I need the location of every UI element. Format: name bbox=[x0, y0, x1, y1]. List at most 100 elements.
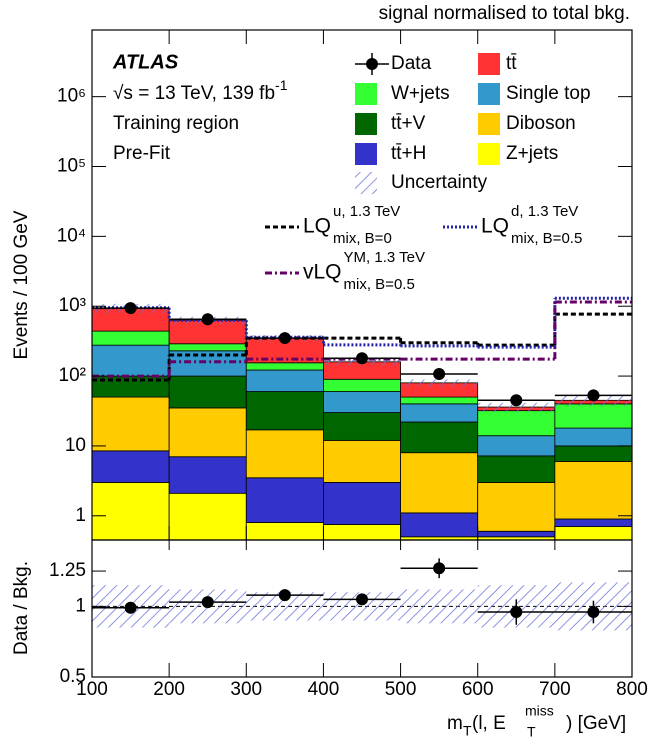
ratio-point bbox=[510, 606, 523, 619]
stack-bar bbox=[92, 396, 170, 452]
stack-bar bbox=[477, 410, 556, 437]
stack-bar bbox=[92, 330, 170, 346]
x-tick-label: 300 bbox=[230, 679, 262, 700]
stack-bar bbox=[400, 396, 479, 405]
uncertainty-band bbox=[477, 402, 555, 412]
stack-bar bbox=[245, 522, 324, 540]
stack-bar bbox=[554, 518, 632, 527]
ratio-y-label: Data / Bkg. bbox=[11, 561, 32, 655]
stack-bar bbox=[477, 482, 556, 532]
stack-bar bbox=[554, 526, 632, 540]
x-tick-label: 100 bbox=[76, 679, 108, 700]
legend-label: LQ bbox=[303, 215, 331, 238]
ratio-y-tick-label: 1 bbox=[75, 595, 86, 616]
y-tick-label: 10⁵ bbox=[57, 156, 86, 177]
stack-bar bbox=[323, 391, 401, 413]
x-tick-label: 400 bbox=[308, 679, 340, 700]
legend-label: tt̄+V bbox=[391, 113, 426, 134]
overlay: 1 10 10² 10³ 10⁴ 10⁵ 10⁶ 0.5 1 1.25 100 200 300 400 50… bbox=[49, 29, 648, 700]
stack-bar bbox=[554, 427, 632, 447]
x-label: T bbox=[527, 724, 536, 740]
stack-bar bbox=[554, 461, 632, 520]
x-tick-label: 600 bbox=[462, 679, 494, 700]
stack-bar bbox=[168, 407, 247, 458]
data-point bbox=[356, 352, 368, 365]
stack-bar bbox=[323, 412, 401, 441]
legend-label: Diboson bbox=[506, 113, 576, 134]
stack-bar bbox=[477, 435, 556, 457]
legend-label-sup: YM, 1.3 TeV bbox=[344, 249, 425, 266]
ratio-uncertainty bbox=[400, 589, 478, 624]
stack-bar bbox=[245, 369, 324, 392]
stack-bar bbox=[400, 512, 479, 538]
x-label: (l, E bbox=[472, 713, 506, 734]
legend-label: Uncertainty bbox=[391, 172, 488, 193]
energy: √s = 13 TeV, 139 fb-1 bbox=[113, 77, 288, 104]
legend-label-sub: mix, B=0.5 bbox=[344, 276, 415, 293]
legend-label: Z+jets bbox=[506, 143, 558, 164]
stack-bar bbox=[477, 455, 556, 483]
legend-data-marker bbox=[366, 58, 378, 70]
stack-bar bbox=[92, 344, 170, 377]
legend-label-sup: u, 1.3 TeV bbox=[333, 203, 400, 220]
stack-bar bbox=[554, 445, 632, 462]
note: signal normalised to total bkg. bbox=[379, 3, 630, 24]
x-tick-label: 700 bbox=[539, 679, 571, 700]
legend-label: vLQ bbox=[303, 261, 342, 284]
energy-sup: -1 bbox=[275, 77, 288, 93]
legend-swatch bbox=[355, 113, 377, 135]
legend-label: Single top bbox=[506, 83, 591, 104]
ratio-plot bbox=[92, 558, 632, 631]
legend-label: tt̄+H bbox=[391, 143, 426, 164]
legend-swatch bbox=[478, 113, 500, 135]
stack-bar bbox=[245, 362, 324, 371]
experiment: ATLAS bbox=[112, 51, 179, 73]
x-label: miss bbox=[525, 703, 554, 719]
x-tick-label: 200 bbox=[153, 679, 185, 700]
data-point bbox=[510, 394, 523, 407]
stack-bar bbox=[168, 492, 247, 540]
stack-bar bbox=[168, 375, 247, 409]
legend-label: tt̄ bbox=[506, 53, 517, 74]
stack-bar bbox=[323, 482, 401, 525]
stack-bar bbox=[245, 477, 324, 523]
ratio-point bbox=[124, 601, 137, 614]
x-tick-label: 800 bbox=[616, 679, 648, 700]
y-tick-label: 10³ bbox=[59, 295, 86, 316]
stack-bar bbox=[400, 403, 479, 423]
y-tick-label: 1 bbox=[75, 505, 86, 526]
stack-bar bbox=[245, 429, 324, 479]
y-tick-label: 10² bbox=[59, 365, 86, 386]
x-label: m bbox=[447, 713, 463, 734]
stack-bar bbox=[92, 450, 170, 483]
x-tick-label: 500 bbox=[385, 679, 417, 700]
y-label: Events / 100 GeV bbox=[11, 210, 32, 359]
legend-label-sub: mix, B=0 bbox=[333, 230, 392, 247]
data-point bbox=[433, 368, 446, 381]
stack-bar bbox=[323, 439, 401, 483]
legend-label: LQ bbox=[481, 215, 509, 238]
y-tick-label: 10 bbox=[65, 435, 86, 456]
uncertainty-band bbox=[400, 379, 478, 387]
stack-bar bbox=[554, 403, 632, 429]
legend-label-sub: mix, B=0.5 bbox=[511, 230, 582, 247]
ratio-frame bbox=[91, 539, 633, 678]
data-point bbox=[124, 302, 137, 315]
ratio-point bbox=[356, 593, 368, 606]
x-label: T bbox=[463, 723, 472, 739]
stack-bar bbox=[323, 378, 401, 392]
legend-swatch bbox=[355, 172, 377, 194]
energy-text: √s = 13 TeV, 139 fb bbox=[113, 83, 275, 104]
stack-bar bbox=[168, 343, 247, 352]
legend-swatch bbox=[478, 143, 500, 165]
y-tick-label: 10⁴ bbox=[57, 225, 86, 246]
fit: Pre-Fit bbox=[113, 143, 171, 164]
y-tick-label: 10⁶ bbox=[57, 86, 86, 107]
legend-label-sup: d, 1.3 TeV bbox=[511, 203, 578, 220]
legend-label: W+jets bbox=[391, 83, 450, 104]
stack-bar bbox=[92, 482, 170, 540]
x-label: ) [GeV] bbox=[566, 713, 626, 734]
legend-swatch bbox=[478, 53, 500, 75]
legend-label: Data bbox=[391, 53, 432, 74]
